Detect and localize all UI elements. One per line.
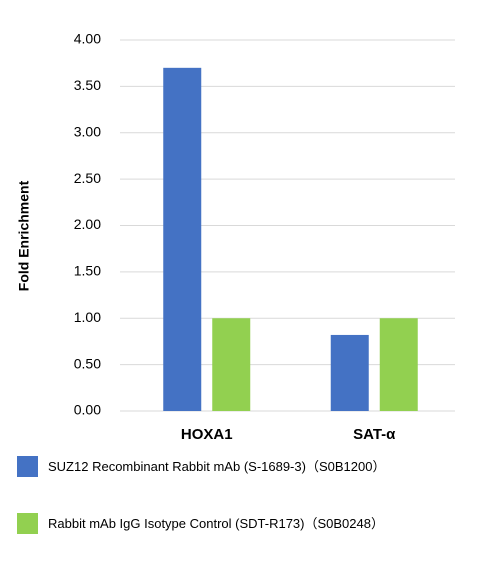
legend-item: SUZ12 Recombinant Rabbit mAb (S-1689-3)（… (17, 456, 398, 477)
bar (379, 318, 418, 411)
y-axis-title: Fold Enrichment (16, 180, 32, 291)
y-tick-label: 0.00 (74, 402, 101, 418)
legend-label: SUZ12 Recombinant Rabbit mAb (S-1689-3)（… (48, 459, 386, 474)
y-tick-label: 4.00 (74, 31, 101, 47)
chart: Fold Enrichment 0.00 0.50 1.00 1.50 2.00 2.50… (16, 31, 455, 443)
legend-item: Rabbit mAb IgG Isotype Control (SDT-R173… (17, 513, 504, 534)
legend-swatch (17, 456, 38, 477)
y-tick-label: 0.50 (74, 355, 101, 371)
x-tick-label: HOXA1 (181, 426, 233, 440)
y-tick-label: 1.00 (74, 309, 101, 325)
bar (212, 318, 251, 411)
x-tick-label: SAT-α (353, 426, 396, 440)
y-tick-label: 2.50 (74, 170, 101, 186)
y-tick-label: 3.50 (74, 77, 101, 93)
y-tick-label: 2.00 (74, 216, 101, 232)
bar (330, 334, 369, 411)
legend-label: Rabbit mAb IgG Isotype Control (SDT-R173… (48, 516, 384, 531)
y-tick-label: 1.50 (74, 263, 101, 279)
bar (163, 67, 202, 411)
legend-swatch (17, 513, 38, 534)
y-tick-label: 3.00 (74, 123, 101, 139)
